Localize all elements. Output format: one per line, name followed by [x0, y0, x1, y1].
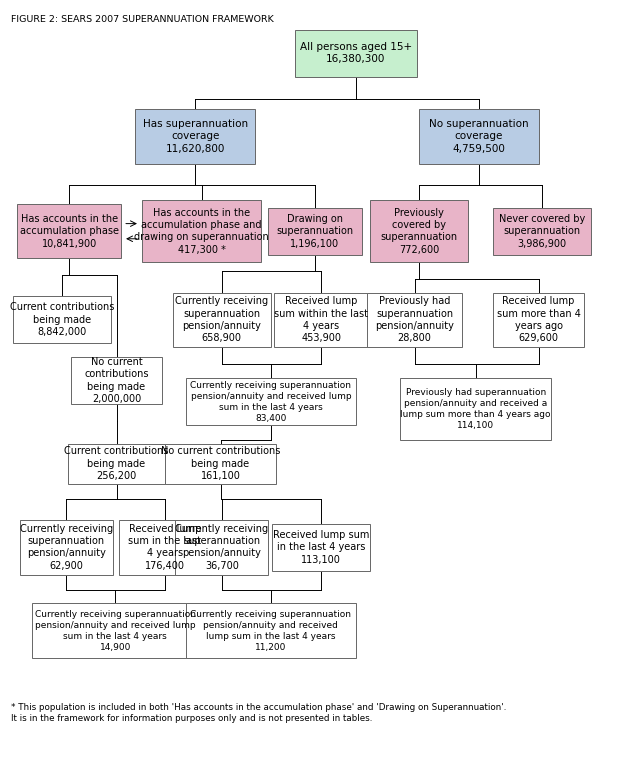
Text: Received lump
sum more than 4
years ago
629,600: Received lump sum more than 4 years ago …: [496, 296, 581, 343]
Text: * This population is included in both 'Has accounts in the accumulation phase' a: * This population is included in both 'H…: [11, 703, 507, 723]
FancyBboxPatch shape: [20, 520, 113, 575]
Text: No current contributions
being made
161,100: No current contributions being made 161,…: [161, 446, 280, 481]
FancyBboxPatch shape: [370, 200, 467, 262]
FancyBboxPatch shape: [71, 357, 163, 404]
Text: Has accounts in the
accumulation phase
10,841,900: Has accounts in the accumulation phase 1…: [20, 214, 119, 249]
Text: Previously had
superannuation
pension/annuity
28,800: Previously had superannuation pension/an…: [375, 296, 454, 343]
Text: Currently receiving superannuation
pension/annuity and received
lump sum in the : Currently receiving superannuation pensi…: [190, 609, 352, 652]
Text: Currently receiving superannuation
pension/annuity and received lump
sum in the : Currently receiving superannuation pensi…: [35, 609, 196, 652]
FancyBboxPatch shape: [32, 603, 199, 658]
Text: Current contributions
being made
256,200: Current contributions being made 256,200: [64, 446, 169, 481]
FancyBboxPatch shape: [367, 293, 462, 347]
FancyBboxPatch shape: [493, 293, 585, 347]
FancyBboxPatch shape: [175, 520, 268, 575]
Text: Previously had superannuation
pension/annuity and received a
lump sum more than : Previously had superannuation pension/an…: [401, 388, 551, 431]
Text: No superannuation
coverage
4,759,500: No superannuation coverage 4,759,500: [429, 119, 529, 154]
Text: FIGURE 2: SEARS 2007 SUPERANNUATION FRAMEWORK: FIGURE 2: SEARS 2007 SUPERANNUATION FRAM…: [11, 15, 274, 24]
Text: Received lump
sum within the last
4 years
453,900: Received lump sum within the last 4 year…: [274, 296, 369, 343]
FancyBboxPatch shape: [67, 444, 165, 484]
Text: All persons aged 15+
16,380,300: All persons aged 15+ 16,380,300: [300, 42, 412, 64]
Text: Currently receiving
superannuation
pension/annuity
658,900: Currently receiving superannuation pensi…: [175, 296, 268, 343]
Text: Drawing on
superannuation
1,196,100: Drawing on superannuation 1,196,100: [277, 214, 353, 249]
FancyBboxPatch shape: [186, 378, 356, 425]
FancyBboxPatch shape: [274, 293, 369, 347]
FancyBboxPatch shape: [493, 208, 591, 255]
FancyBboxPatch shape: [18, 204, 121, 258]
Text: No current
contributions
being made
2,000,000: No current contributions being made 2,00…: [84, 357, 149, 404]
FancyBboxPatch shape: [268, 208, 362, 255]
FancyBboxPatch shape: [419, 109, 539, 164]
Text: Received lump
sum in the last
4 years
176,400: Received lump sum in the last 4 years 17…: [129, 524, 202, 571]
FancyBboxPatch shape: [186, 603, 356, 658]
FancyBboxPatch shape: [13, 296, 111, 343]
FancyBboxPatch shape: [142, 200, 261, 262]
FancyBboxPatch shape: [273, 524, 370, 571]
Text: Has accounts in the
accumulation phase and
drawing on superannuation
417,300 *: Has accounts in the accumulation phase a…: [134, 208, 269, 255]
Text: Currently receiving
superannuation
pension/annuity
62,900: Currently receiving superannuation pensi…: [20, 524, 113, 571]
FancyBboxPatch shape: [400, 378, 551, 440]
FancyBboxPatch shape: [173, 293, 271, 347]
Text: Has superannuation
coverage
11,620,800: Has superannuation coverage 11,620,800: [143, 119, 248, 154]
Text: Current contributions
being made
8,842,000: Current contributions being made 8,842,0…: [9, 302, 114, 337]
Text: Currently receiving
superannuation
pension/annuity
36,700: Currently receiving superannuation pensi…: [175, 524, 268, 571]
FancyBboxPatch shape: [165, 444, 275, 484]
FancyBboxPatch shape: [120, 520, 210, 575]
FancyBboxPatch shape: [135, 109, 255, 164]
Text: Received lump sum
in the last 4 years
113,100: Received lump sum in the last 4 years 11…: [273, 530, 369, 565]
Text: Currently receiving superannuation
pension/annuity and received lump
sum in the : Currently receiving superannuation pensi…: [190, 381, 352, 423]
Text: Never covered by
superannuation
3,986,900: Never covered by superannuation 3,986,90…: [499, 214, 585, 249]
FancyBboxPatch shape: [294, 30, 417, 77]
Text: Previously
covered by
superannuation
772,600: Previously covered by superannuation 772…: [381, 208, 457, 255]
